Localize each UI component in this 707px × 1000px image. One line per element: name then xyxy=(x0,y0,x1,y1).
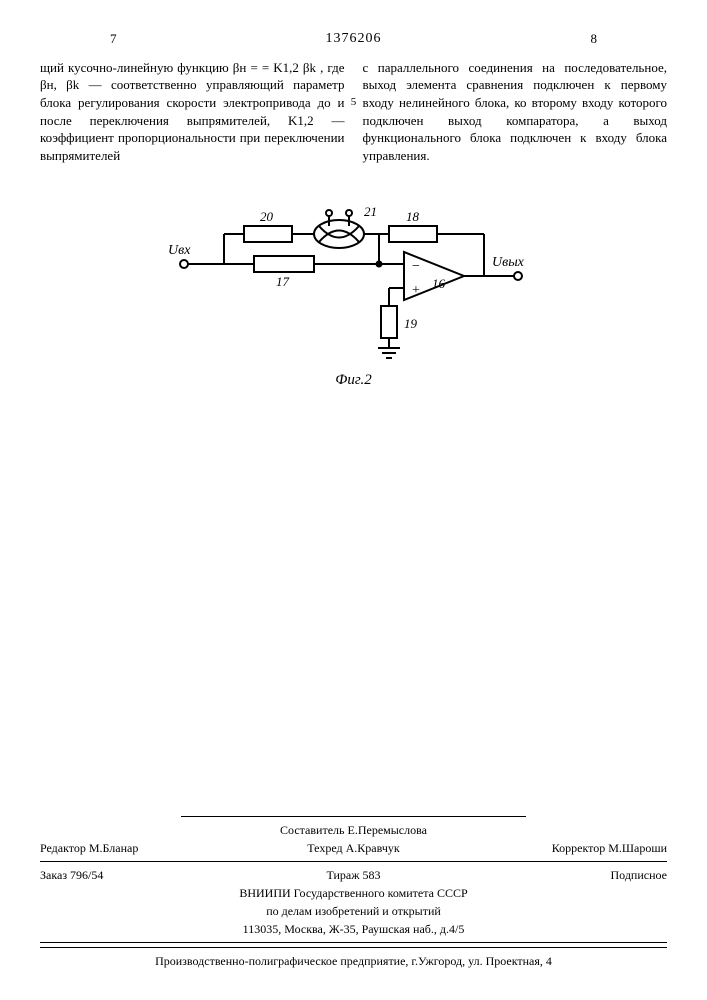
corrector: Корректор М.Шароши xyxy=(458,839,667,857)
text-columns: щий кусочно-линейную функцию βн = = K1,2… xyxy=(40,59,667,164)
org-line-1: ВНИИПИ Государственного комитета СССР xyxy=(40,884,667,902)
right-column: с параллельного соединения на последоват… xyxy=(363,59,668,164)
tirazh: Тираж 583 xyxy=(249,866,458,884)
editor: Редактор М.Бланар xyxy=(40,839,249,857)
document-number: 1376206 xyxy=(40,30,667,49)
label-20: 20 xyxy=(260,209,274,224)
patent-page: 7 1376206 8 5 щий кусочно-линейную функц… xyxy=(0,0,707,1000)
figure-caption: Фиг.2 xyxy=(40,370,667,390)
printer-line: Производственно-полиграфическое предприя… xyxy=(40,952,667,970)
page-number-right: 8 xyxy=(591,30,598,48)
label-17: 17 xyxy=(276,274,290,289)
label-21: 21 xyxy=(364,204,377,219)
org-line-2: по делам изобретений и открытий xyxy=(40,902,667,920)
order: Заказ 796/54 xyxy=(40,866,249,884)
line-number-5: 5 xyxy=(351,95,357,110)
label-16: 16 xyxy=(432,276,446,291)
page-number-left: 7 xyxy=(110,30,117,48)
figure-2: − + Uвх Uвых 20 21 18 17 16 19 Фиг.2 xyxy=(40,194,667,390)
staff-row: Редактор М.Бланар Техред А.Кравчук Корре… xyxy=(40,839,667,857)
colophon: Составитель Е.Перемыслова Редактор М.Бла… xyxy=(40,806,667,970)
label-uin: Uвх xyxy=(168,243,191,258)
sign: Подписное xyxy=(458,866,667,884)
label-19: 19 xyxy=(404,316,418,331)
compiler-line: Составитель Е.Перемыслова xyxy=(40,821,667,839)
label-18: 18 xyxy=(406,209,420,224)
svg-text:−: − xyxy=(412,259,420,274)
left-column: щий кусочно-линейную функцию βн = = K1,2… xyxy=(40,59,345,164)
address: 113035, Москва, Ж-35, Раушская наб., д.4… xyxy=(40,920,667,938)
order-row: Заказ 796/54 Тираж 583 Подписное xyxy=(40,866,667,884)
circuit-diagram: − + Uвх Uвых 20 21 18 17 16 19 xyxy=(164,194,544,364)
tech: Техред А.Кравчук xyxy=(249,839,458,857)
label-uout: Uвых xyxy=(492,255,525,270)
svg-text:+: + xyxy=(412,283,420,298)
